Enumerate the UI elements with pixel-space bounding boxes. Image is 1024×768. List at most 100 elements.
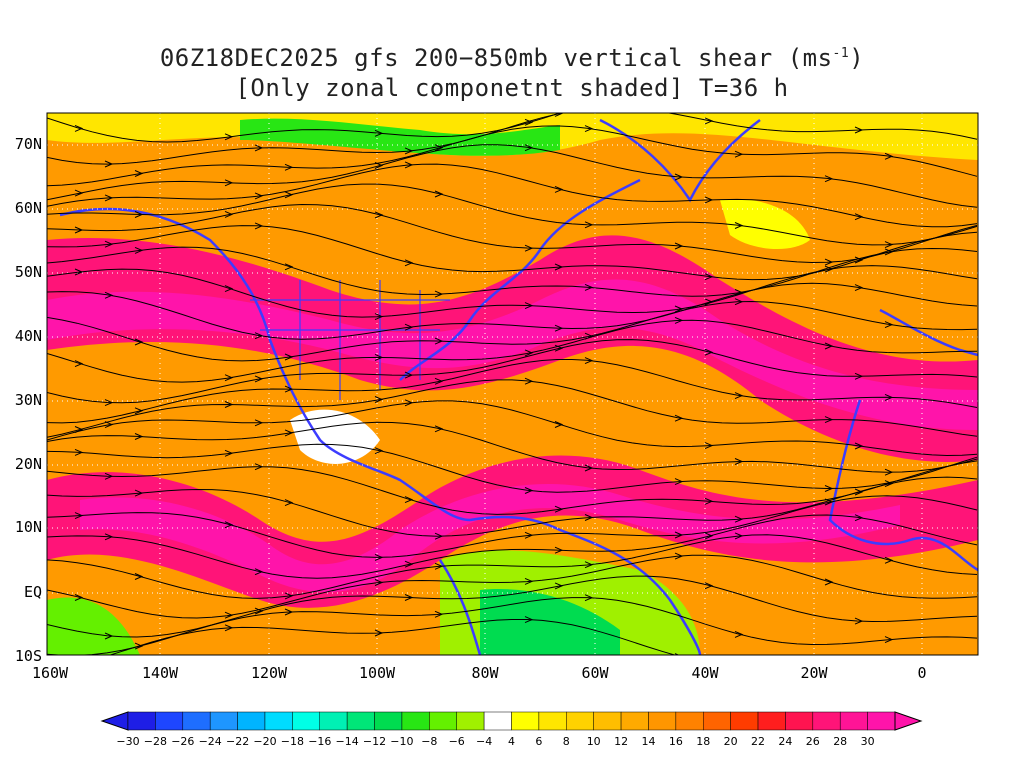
colorbar-label: −26 (171, 735, 194, 748)
colorbar-label: 24 (778, 735, 792, 748)
colorbar-swatch (292, 711, 320, 731)
streamline-arrow (404, 560, 414, 568)
colorbar-swatch (703, 711, 731, 731)
streamline (47, 300, 978, 362)
streamline-arrow (704, 497, 714, 505)
streamline-arrow (434, 337, 444, 345)
streamline-arrow (224, 611, 234, 619)
streamline (47, 183, 978, 246)
coastline-north-america-east (399, 178, 641, 381)
streamline-arrow (854, 372, 864, 380)
colorbar-label: 8 (563, 735, 570, 748)
streamline-arrow (224, 374, 234, 382)
streamline-arrow (434, 377, 444, 385)
streamline-arrow (524, 531, 534, 539)
streamline-arrow (674, 531, 684, 539)
streamline-arrow (74, 448, 84, 456)
lon-label: 0 (917, 664, 926, 682)
streamline-arrow (854, 213, 864, 221)
colorbar-swatch (730, 711, 759, 731)
streamline-arrow (554, 421, 564, 428)
streamline-arrow (675, 87, 682, 93)
streamline-arrow (884, 152, 894, 160)
streamline-arrow (674, 552, 684, 560)
colorbar-swatch (155, 711, 184, 731)
streamline-arrow (224, 401, 234, 408)
colorbar-label: 14 (642, 735, 656, 748)
colorbar-swatch (319, 711, 348, 731)
colorbar-label: −4 (476, 735, 492, 748)
lat-label: 20N (15, 455, 42, 473)
streamline-arrow (824, 578, 834, 586)
streamline-arrow (884, 393, 894, 401)
streamline-arrow (824, 258, 834, 266)
streamline-arrow (434, 190, 444, 198)
colorbar-label: 18 (696, 735, 710, 748)
colorbar-label: −24 (199, 735, 222, 748)
colorbar-swatch (209, 711, 238, 731)
streamline-arrow (224, 133, 234, 141)
streamline-arrow (524, 616, 534, 624)
colorbar-label: 16 (669, 735, 683, 748)
streamline-arrow (704, 442, 714, 450)
coastline-greenland (599, 118, 761, 203)
streamline-arrow (674, 242, 684, 250)
lon-label: 160W (32, 664, 69, 682)
streamline-arrow (734, 222, 744, 229)
lat-label: 30N (15, 391, 42, 409)
colorbar-swatch (483, 711, 512, 731)
streamline (47, 319, 978, 383)
streamline-arrow (374, 579, 384, 586)
colorbar-swatch (839, 711, 868, 731)
streamline (47, 495, 978, 558)
streamline-arrow (524, 302, 534, 310)
streamline-arrow (254, 419, 264, 427)
colorbar-swatch (648, 711, 677, 731)
streamline-arrow (374, 629, 384, 637)
streamline-arrow (674, 316, 684, 324)
us-state-lines (250, 280, 450, 400)
colorbar-swatch (867, 711, 896, 731)
streamline (47, 554, 978, 619)
streamline-arrow (374, 162, 384, 169)
streamline-arrow (404, 371, 414, 379)
chart-title-line2: [Only zonal componetnt shaded] T=36 h (235, 74, 789, 102)
lon-label: 40W (691, 664, 719, 682)
streamline-arrow (584, 561, 594, 569)
streamline-arrow (374, 447, 384, 455)
streamline (47, 282, 978, 340)
streamline-arrow (284, 163, 294, 171)
colorbar-swatch (620, 711, 649, 731)
streamline-arrow (884, 241, 894, 249)
colorbar-label: −22 (226, 735, 249, 748)
streamline-arrow (134, 338, 144, 346)
lon-label: 140W (142, 664, 179, 682)
streamline-arrow (884, 480, 894, 488)
streamline-arrow (824, 175, 834, 183)
shading-green-southwest (47, 597, 140, 655)
streamline-arrow (434, 610, 444, 618)
streamline-arrow (74, 189, 84, 197)
streamline-arrow (254, 192, 264, 200)
streamline-arrow (434, 532, 444, 540)
streamline-arrow (524, 118, 534, 126)
streamline-arrow (134, 489, 144, 497)
streamline-arrow (74, 124, 84, 132)
streamline-arrow (74, 268, 84, 276)
streamline-arrow (104, 421, 114, 429)
streamline-arrow (104, 472, 114, 480)
streamline-arrow (524, 244, 534, 252)
streamline-arrow (134, 246, 144, 254)
longitude-labels: 160W 140W 120W 100W 80W 60W 40W 20W 0 (32, 664, 927, 682)
lon-label: 20W (800, 664, 828, 682)
streamline-arrow (854, 617, 864, 625)
streamline-arrow (674, 173, 684, 181)
lon-label: 120W (251, 664, 288, 682)
streamline (47, 379, 978, 438)
streamline-arrow (374, 211, 384, 219)
streamline-arrow (584, 125, 594, 133)
streamline (47, 359, 978, 424)
colorbar-label: 28 (833, 735, 847, 748)
streamline-arrow (734, 515, 744, 523)
streamline-arrow (854, 284, 864, 292)
